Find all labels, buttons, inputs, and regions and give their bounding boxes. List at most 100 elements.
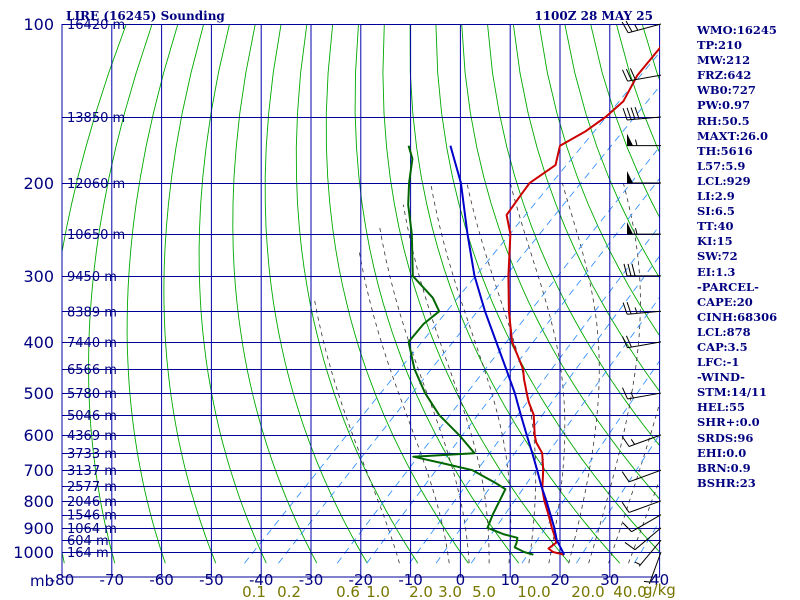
index-value: PW:0.97 — [697, 98, 751, 113]
pressure-tick-label: 1000 — [13, 543, 54, 562]
dry-adiabat — [126, 24, 179, 564]
wind-barb-flag — [626, 302, 632, 315]
index-value: RH:50.5 — [697, 113, 750, 128]
mixing-ratio-label: 0.6 — [336, 583, 360, 600]
pressure-unit-label: mb — [30, 572, 54, 590]
dry-adiabat — [409, 24, 621, 564]
wind-barb-flag — [630, 107, 636, 120]
temperature-line — [505, 46, 660, 556]
index-value: LFC:-1 — [697, 355, 740, 370]
pressure-tick-label: 600 — [23, 426, 54, 445]
wind-barb — [622, 107, 662, 121]
index-value: SI:6.5 — [697, 204, 735, 219]
wind-barb-flag — [631, 263, 636, 277]
height-label: 5780 m — [67, 387, 117, 402]
wind-barb — [621, 434, 662, 447]
timestamp: 1100Z 28 MAY 25 — [534, 9, 653, 23]
dry-adiabat — [264, 24, 368, 564]
wind-barb-shaft — [628, 23, 662, 34]
index-value: TP:210 — [697, 38, 743, 53]
index-value: HEL:55 — [697, 400, 745, 415]
wind-barb-shaft — [628, 469, 662, 483]
height-label: 6566 m — [67, 363, 117, 378]
wind-barb-flag — [622, 108, 628, 121]
dry-adiabat — [62, 24, 127, 564]
sounding-indices: WMO:16245 TP:210 MW:212 FRZ:642 WB0:727 PW:0.… — [697, 23, 800, 491]
height-label: 3733 m — [67, 447, 117, 462]
wind-barb-pennant — [627, 222, 633, 235]
mixing-ratio-line — [336, 145, 660, 564]
temperature-tick-label: -70 — [100, 571, 125, 589]
height-label: 5046 m — [67, 409, 117, 424]
chart-title: LIRE (16245) Sounding — [66, 9, 225, 23]
wind-barb-half-flag — [634, 24, 639, 31]
dry-adiabat — [382, 24, 570, 564]
wind-barb — [623, 263, 661, 277]
wind-barb-pennant — [627, 133, 633, 146]
height-label: 8389 m — [67, 305, 117, 320]
dry-adiabat — [435, 24, 660, 554]
index-value: EI:1.3 — [697, 264, 736, 279]
wind-barb-flag — [634, 107, 640, 120]
pressure-tick-label: 700 — [23, 461, 54, 480]
moist-adiabat — [466, 182, 537, 564]
wind-barb-half-flag — [643, 580, 651, 583]
index-value: TH:5616 — [697, 143, 753, 158]
index-value: WB0:727 — [697, 83, 756, 98]
temperature-tick-label: 20 — [550, 571, 569, 589]
pressure-tick-label: 500 — [23, 384, 54, 403]
height-label: 164 m — [67, 546, 109, 561]
wind-barb-shaft — [627, 341, 662, 349]
height-label: 7440 m — [67, 336, 117, 351]
mixing-ratio-label: 0.1 — [242, 583, 266, 600]
mixing-ratio-line — [470, 296, 660, 564]
wind-barb-half-flag — [634, 307, 638, 314]
wind-barb — [622, 302, 662, 315]
mixing-ratio-label: 20.0 — [571, 583, 604, 600]
wind-barb — [627, 222, 661, 235]
index-value: MW:212 — [697, 53, 751, 68]
wind-barb — [624, 527, 662, 551]
dry-adiabat — [325, 24, 469, 564]
wind-barb-flag — [621, 21, 629, 34]
wind-barb-flag — [625, 20, 633, 33]
mixing-ratio-label: 0.2 — [277, 583, 301, 600]
index-value: L57:5.9 — [697, 158, 746, 173]
wind-barb — [622, 68, 662, 82]
moist-adiabat — [430, 182, 512, 564]
wind-barb-flag — [622, 522, 632, 533]
mixing-ratio-line — [366, 177, 660, 564]
index-value: WMO:16245 — [697, 23, 777, 37]
index-value: CINH:68306 — [697, 309, 778, 324]
wind-barb-shaft — [631, 514, 662, 533]
height-label: 3137 m — [67, 464, 117, 479]
mixing-ratio-labels: 0.1 0.2 0.6 1.0 2.0 3.0 5.0 10.0 20.0 40.0 — [242, 583, 647, 600]
wind-barb — [634, 539, 662, 567]
pressure-tick-label: 200 — [23, 174, 54, 193]
wind-barb-flag — [625, 335, 632, 348]
height-label: 2577 m — [67, 480, 117, 495]
temperature-tick-labels: -80 -70 -60 -50 -40 -30 -20 -10 0 10 20 30 40 — [50, 571, 669, 589]
mixing-ratio-unit-label: g/kg — [643, 581, 676, 599]
wind-barb-flag — [622, 387, 628, 400]
dry-adiabat — [564, 24, 660, 280]
wind-barb-flag — [626, 107, 632, 120]
temperature-tick-label: -80 — [50, 571, 75, 589]
height-label: 10650 m — [67, 228, 125, 243]
index-value: CAPE:20 — [697, 294, 753, 309]
moist-adiabat — [628, 477, 660, 564]
pressure-tick-label: 300 — [23, 267, 54, 286]
wind-barb-flag — [621, 435, 630, 447]
wind-barbs — [621, 20, 662, 585]
dry-adiabat — [487, 24, 660, 447]
wind-barb-shaft — [627, 116, 662, 121]
wind-barb-half-flag — [635, 139, 638, 146]
dry-adiabat — [163, 24, 217, 564]
wind-barb-shaft — [634, 527, 662, 551]
index-value: KI:15 — [697, 234, 733, 249]
wind-barb-pennant — [627, 170, 633, 183]
wind-barb — [627, 170, 661, 184]
dry-adiabat — [295, 24, 419, 564]
index-value: FRZ:642 — [697, 68, 752, 83]
index-value: LCL:878 — [697, 324, 751, 339]
